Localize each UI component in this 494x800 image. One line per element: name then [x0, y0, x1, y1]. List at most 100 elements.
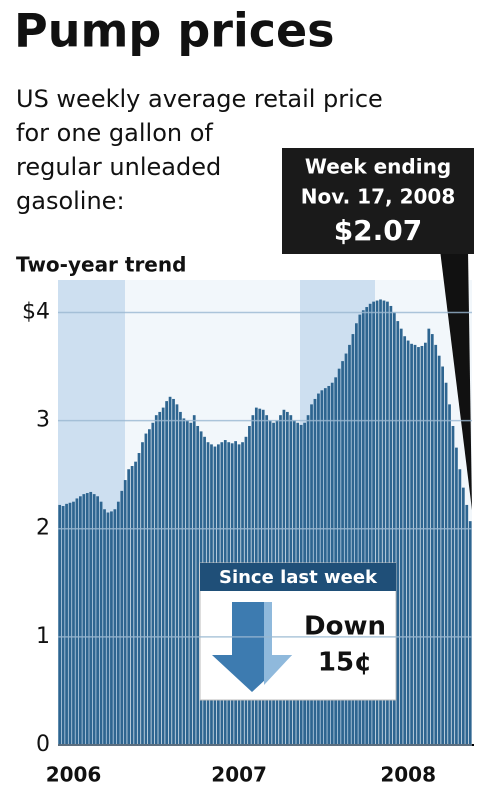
bar: [348, 344, 351, 745]
bar: [468, 521, 472, 745]
y-tick-label: 3: [36, 408, 50, 433]
bar: [182, 418, 186, 745]
bar: [458, 469, 462, 745]
bar: [151, 422, 155, 745]
bar: [420, 345, 424, 745]
bar: [175, 404, 179, 745]
x-tick-label: 2007: [211, 763, 267, 787]
bar: [185, 420, 189, 745]
change-header: [200, 563, 396, 591]
bar: [85, 493, 89, 745]
bar: [192, 415, 196, 745]
y-tick-label: 2: [36, 516, 50, 541]
bar: [75, 498, 79, 745]
bar: [372, 301, 375, 745]
bar: [148, 429, 151, 745]
bar: [368, 303, 372, 745]
x-tick-label: 2008: [380, 763, 436, 787]
bar: [465, 504, 469, 745]
bar: [417, 347, 420, 745]
bar: [406, 340, 410, 745]
change-amount: 15¢: [318, 648, 372, 678]
bar: [172, 398, 175, 745]
bar: [116, 501, 120, 745]
bar: [441, 366, 444, 745]
bar: [141, 442, 144, 745]
down-arrow-shade: [264, 602, 292, 685]
bar: [89, 491, 93, 745]
bar: [189, 422, 193, 745]
bar: [430, 334, 434, 745]
bar: [399, 328, 403, 745]
bar: [120, 490, 124, 745]
bar: [424, 342, 427, 745]
bar: [158, 411, 162, 745]
bar: [341, 361, 344, 745]
callout-pointer: [440, 250, 472, 510]
bar: [448, 404, 451, 745]
bar: [92, 494, 96, 745]
bar: [68, 502, 72, 745]
bar: [134, 461, 137, 745]
y-tick-label: 0: [36, 732, 50, 757]
bar: [123, 480, 127, 745]
subtitle: regular unleaded: [16, 153, 221, 181]
bar: [96, 496, 99, 745]
bar: [82, 494, 86, 745]
change-title: Since last week: [219, 567, 378, 588]
bar: [130, 466, 134, 745]
callout-box: [282, 148, 474, 254]
y-tick-label: $4: [22, 299, 50, 324]
bar: [79, 496, 82, 745]
bar: [379, 299, 382, 745]
bar: [161, 407, 165, 745]
bar: [154, 415, 158, 745]
bar: [434, 344, 438, 745]
x-tick-label: 2006: [46, 763, 102, 787]
bar: [382, 300, 386, 745]
bar: [361, 310, 365, 745]
bar: [168, 396, 172, 745]
bar: [110, 511, 113, 745]
bar: [455, 447, 458, 745]
chart-label: Two-year trend: [16, 253, 186, 277]
bar: [451, 425, 455, 745]
bar: [344, 353, 348, 745]
bar: [337, 368, 341, 745]
chart-title: Pump prices: [14, 4, 335, 58]
subtitle: US weekly average retail price: [16, 85, 383, 113]
bar: [58, 504, 62, 745]
bar: [61, 506, 65, 745]
bar: [113, 509, 117, 745]
bar: [389, 305, 393, 745]
bar: [351, 334, 355, 745]
subtitle: for one gallon of: [16, 119, 213, 147]
bar: [144, 433, 148, 745]
bar: [358, 314, 362, 745]
bar: [106, 512, 110, 745]
bar: [334, 377, 338, 745]
bar: [99, 501, 103, 745]
bar: [179, 411, 182, 745]
bar: [355, 323, 358, 745]
bar: [137, 453, 141, 745]
callout-text: Week ending: [305, 155, 451, 179]
callout-text: Nov. 17, 2008: [301, 185, 456, 209]
callout-value: $2.07: [334, 214, 423, 247]
y-tick-label: 1: [36, 624, 50, 649]
bar: [196, 425, 200, 745]
bar: [72, 501, 75, 745]
bar: [65, 503, 68, 745]
bar: [165, 401, 168, 745]
bar: [427, 328, 431, 745]
bar: [403, 336, 407, 745]
bar: [365, 307, 369, 745]
bar: [413, 344, 417, 745]
bar: [396, 321, 400, 745]
bar: [375, 300, 379, 745]
bar: [444, 382, 448, 745]
bar: [437, 355, 441, 745]
subtitle: gasoline:: [16, 187, 125, 215]
bar: [127, 469, 131, 745]
